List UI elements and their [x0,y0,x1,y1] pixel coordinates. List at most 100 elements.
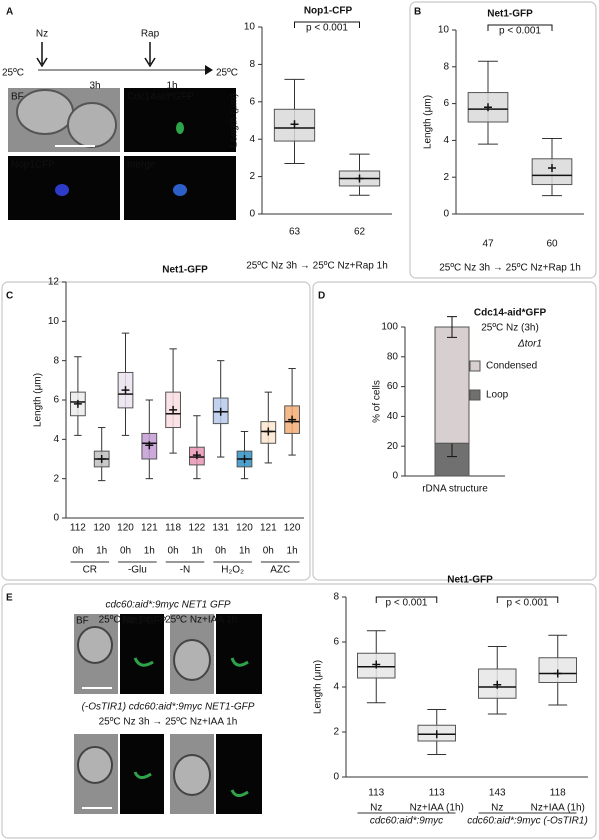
panel-letter: D [318,291,325,302]
y-axis-label: Length (μm) [313,660,324,714]
n-label: 118 [165,523,181,534]
x-axis-label: 25ºC Nz 3h → 25ºC Nz+Rap 1h [246,261,388,272]
n-label: 112 [70,523,86,534]
annotation: 25ºC Nz (3h) [481,323,539,334]
condition-label: 25ºC Nz 3h → 25ºC Nz+IAA 1h [99,717,238,728]
n-label: 131 [212,523,229,534]
cell [77,626,113,664]
cell [16,89,74,135]
significance-bracket [487,24,553,31]
y-tick-label: 0 [249,209,255,220]
cell [67,102,117,148]
n-label: 120 [236,523,253,534]
x-tick-label: 0h [120,546,131,557]
x-axis-label: 25ºC Nz 3h → 25ºC Nz+Rap 1h [439,263,581,274]
tile-label: Net1 GFP [122,616,167,627]
y-tick-label: 0 [333,772,339,783]
group-label: -N [180,565,191,576]
mean-marker [484,103,492,112]
significance-bracket [375,596,438,603]
mean-marker [216,407,225,416]
annotation: Cdc14-aid*GFP [474,308,547,319]
panel-letter: E [6,593,13,604]
y-tick-label: 100 [381,322,398,333]
x-tick-label: 1h [239,546,250,557]
y-axis-label: Length (μm) [33,373,44,427]
p-value: p < 0.001 [306,23,348,34]
mean-marker [288,415,297,424]
arrow [36,42,156,68]
legend-label: Loop [486,390,509,401]
cell [173,639,211,681]
group-label: AZC [270,565,290,576]
panel-letter: B [414,7,421,18]
mean-marker [432,730,441,739]
y-tick-label: 8 [53,355,59,366]
signal [133,771,152,779]
n-label: 143 [489,788,506,799]
signal [230,789,249,797]
micrograph [120,734,164,814]
group-label: CR [83,565,97,576]
significance-bracket [496,596,559,603]
micrograph [120,614,164,694]
n-label: 118 [550,788,566,799]
mean-marker [97,455,106,463]
tile-label: merge [127,160,156,171]
y-tick-label: 10 [438,25,450,36]
mean-marker [264,427,273,436]
significance-bracket [294,21,360,28]
y-tick-label: 2 [333,727,339,738]
annotation: Δtor1 [517,339,542,350]
chart-title: Net1-GFP [487,9,533,20]
condition-label: 25ºC Nz 3h → 25ºC Nz+IAA 1h [99,615,238,626]
micrograph [124,88,236,152]
n-label: 113 [429,788,445,799]
y-tick-label: 2 [53,473,59,484]
n-label: 60 [546,239,558,250]
mean-marker [548,164,556,172]
y-tick-label: 0 [392,471,398,482]
chart-title: Net1-GFP [162,265,208,276]
signal [173,184,187,196]
y-tick-label: 4 [53,434,59,445]
bar-segment [434,326,470,444]
panel-frame [1,281,311,581]
timeline-label: 3h [89,81,100,92]
y-tick-label: 8 [333,592,339,603]
mean-marker [73,399,82,408]
mean-marker [355,174,364,183]
y-tick-label: 12 [48,277,60,288]
timeline-label: 1h [166,81,177,92]
y-tick-label: 6 [443,98,449,109]
y-axis-label: Length (μm) [229,93,240,147]
tile-label: Cdc14aid*GFP [127,92,194,103]
n-label: 120 [117,523,134,534]
mean-marker [192,451,201,460]
timeline-label: Rap [141,29,160,40]
p-value: p < 0.001 [386,598,428,609]
timeline-label: 25ºC [2,68,24,79]
mean-marker [290,120,299,129]
micrograph [216,614,262,694]
n-label: 121 [141,523,158,534]
y-tick-label: 20 [387,441,399,452]
y-tick-label: 8 [249,59,255,70]
y-tick-label: 2 [443,172,449,183]
y-axis-label: Length (μm) [423,95,434,149]
n-label: 62 [354,227,366,238]
x-tick-label: Nz [370,803,382,814]
signal [230,657,249,667]
x-tick-label: 1h [96,546,107,557]
timeline-label: 25ºC [216,68,238,79]
mean-marker [553,669,562,678]
group-label: -Glu [128,565,147,576]
x-tick-label: 0h [72,546,83,557]
x-tick-label: 0h [168,546,179,557]
y-tick-label: 4 [443,135,449,146]
tile-label: Nop1CFP [11,160,55,171]
y-tick-label: 40 [387,411,399,422]
x-tick-label: 0h [263,546,274,557]
arrow [205,65,213,75]
